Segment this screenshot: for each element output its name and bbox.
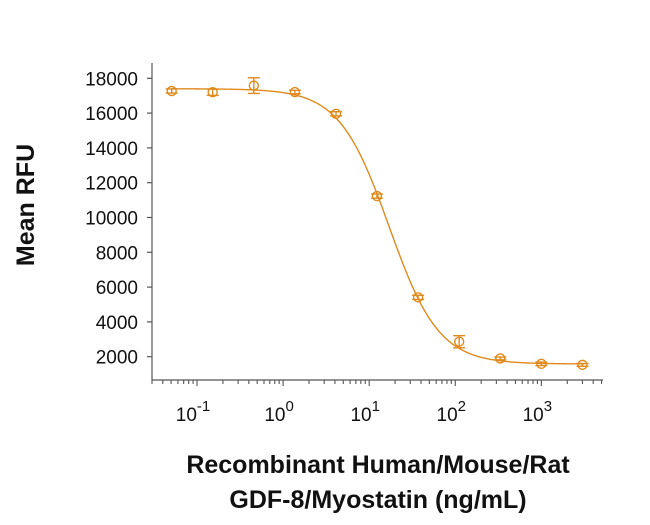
y-tick-label: 10000 bbox=[85, 208, 138, 229]
y-tick-label: 2000 bbox=[96, 348, 138, 369]
data-point bbox=[495, 353, 506, 364]
axes: 2000 4000 6000 8000 10000 12000 14000 16000 1800… bbox=[85, 63, 603, 426]
data-point bbox=[412, 292, 424, 303]
x-tick-label: 101 bbox=[350, 398, 379, 426]
fit-curve bbox=[171, 88, 583, 365]
y-tick-label: 8000 bbox=[96, 243, 138, 264]
x-axis-title-line1: Recombinant Human/Mouse/Rat bbox=[186, 451, 570, 479]
data-point bbox=[536, 358, 547, 370]
data-point bbox=[166, 85, 177, 97]
y-tick-label: 6000 bbox=[96, 278, 138, 299]
y-axis-title: Mean RFU bbox=[12, 144, 40, 266]
data-point bbox=[330, 108, 342, 120]
x-tick-label: 100 bbox=[264, 398, 293, 426]
data-point bbox=[577, 359, 588, 371]
y-tick-label: 18000 bbox=[85, 69, 138, 90]
y-tick-label: 16000 bbox=[85, 104, 138, 125]
x-tick-label: 103 bbox=[523, 398, 552, 426]
data-point bbox=[371, 190, 383, 202]
data-point bbox=[207, 87, 218, 98]
x-tick-label: 10-1 bbox=[176, 398, 210, 426]
data-point bbox=[453, 336, 465, 347]
data-point bbox=[289, 86, 301, 98]
data-marks bbox=[165, 77, 589, 371]
y-tick-label: 4000 bbox=[96, 313, 138, 334]
y-tick-label: 14000 bbox=[85, 139, 138, 160]
y-tick-label: 12000 bbox=[85, 174, 138, 195]
data-point bbox=[248, 80, 260, 91]
x-axis-title-line2: GDF-8/Myostatin (ng/mL) bbox=[229, 486, 526, 514]
x-tick-label: 102 bbox=[437, 398, 466, 426]
